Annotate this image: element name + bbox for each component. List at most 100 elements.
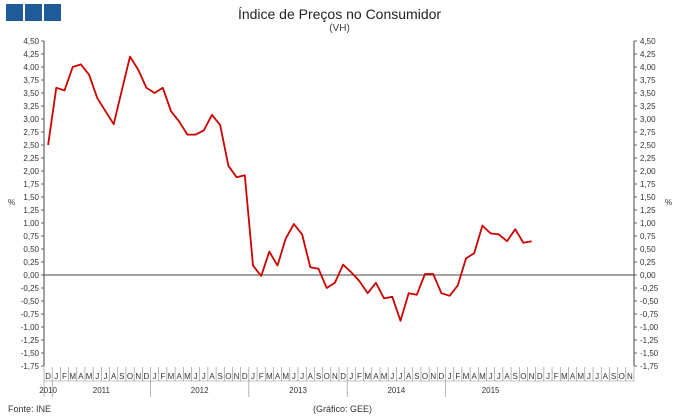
right-tick-label: 1,25 <box>640 206 656 215</box>
left-tick-label: -0,75 <box>21 310 40 319</box>
right-axis-ticks: 4,50 4,25 4,00 3,75 3,50 3,25 3,00 2,75 2,50 2,25… <box>634 37 672 371</box>
month-label: J <box>595 372 599 381</box>
month-label: J <box>103 372 107 381</box>
right-tick-label: -1,50 <box>640 349 659 358</box>
month-label: O <box>225 372 231 381</box>
series-layer <box>47 55 532 322</box>
left-tick-label: 4,25 <box>23 50 39 59</box>
month-label: S <box>316 372 321 381</box>
year-label: 2011 <box>93 386 111 395</box>
left-tick-label: 2,75 <box>23 128 39 137</box>
month-label: A <box>177 372 183 381</box>
month-label: O <box>127 372 133 381</box>
chart-title: Índice de Preços no Consumidor <box>237 6 442 22</box>
month-label: N <box>529 372 535 381</box>
month-label: N <box>234 372 240 381</box>
right-axis-unit: % <box>665 198 672 207</box>
right-tick-label: -1,75 <box>640 362 659 371</box>
month-label: A <box>406 372 412 381</box>
left-tick-label: 3,00 <box>23 115 39 124</box>
chart-subtitle: (VH) <box>329 23 350 34</box>
month-label: J <box>95 372 99 381</box>
month-label: M <box>266 372 273 381</box>
right-tick-label: 2,25 <box>640 154 656 163</box>
left-tick-label: -0,50 <box>21 297 40 306</box>
right-tick-label: 0,50 <box>640 245 656 254</box>
left-tick-label: -0,25 <box>21 284 40 293</box>
logo-block-2 <box>25 4 42 21</box>
month-label: S <box>414 372 419 381</box>
month-label: J <box>489 372 493 381</box>
month-label: D <box>242 372 248 381</box>
axes-layer <box>43 41 635 382</box>
month-label: J <box>349 372 353 381</box>
right-tick-label: 0,75 <box>640 232 656 241</box>
series-line <box>47 55 532 322</box>
month-label: M <box>168 372 175 381</box>
logo-block-1 <box>6 4 23 21</box>
left-tick-label: -1,00 <box>21 323 40 332</box>
month-label: A <box>504 372 510 381</box>
left-tick-label: 1,75 <box>23 180 39 189</box>
month-label: J <box>398 372 402 381</box>
month-label: J <box>194 372 198 381</box>
month-label: A <box>373 372 379 381</box>
month-label: J <box>292 372 296 381</box>
month-label: F <box>160 372 165 381</box>
right-tick-label: 2,75 <box>640 128 656 137</box>
logo-block-3 <box>44 4 61 21</box>
month-label: J <box>448 372 452 381</box>
left-tick-label: 3,25 <box>23 102 39 111</box>
left-axis-unit: % <box>8 198 15 207</box>
month-label: A <box>472 372 478 381</box>
month-label: N <box>135 372 141 381</box>
month-label: M <box>282 372 289 381</box>
month-label: O <box>422 372 428 381</box>
month-label: S <box>119 372 124 381</box>
right-tick-label: 4,00 <box>640 63 656 72</box>
month-label: F <box>259 372 264 381</box>
month-label: O <box>520 372 526 381</box>
left-tick-label: 3,50 <box>23 89 39 98</box>
month-label: M <box>184 372 191 381</box>
month-label: F <box>554 372 559 381</box>
right-tick-label: 0,00 <box>640 271 656 280</box>
right-tick-label: 3,50 <box>640 89 656 98</box>
year-label: 2012 <box>191 386 209 395</box>
month-label: N <box>627 372 633 381</box>
month-label: J <box>300 372 304 381</box>
month-label: D <box>439 372 445 381</box>
right-tick-label: 4,25 <box>640 50 656 59</box>
right-tick-label: 3,00 <box>640 115 656 124</box>
right-tick-label: 3,75 <box>640 76 656 85</box>
month-label: O <box>619 372 625 381</box>
month-label: D <box>537 372 543 381</box>
left-axis-ticks: 4,50 4,25 4,00 3,75 3,50 3,25 3,00 2,75 2,50 2,25… <box>8 37 44 371</box>
month-label: J <box>202 372 206 381</box>
year-label: 2015 <box>482 386 500 395</box>
month-label: M <box>577 372 584 381</box>
right-tick-label: -0,25 <box>640 284 659 293</box>
month-label: A <box>275 372 281 381</box>
left-tick-label: 0,75 <box>23 232 39 241</box>
left-tick-label: 0,00 <box>23 271 39 280</box>
year-label: 2014 <box>387 386 405 395</box>
left-tick-label: 0,50 <box>23 245 39 254</box>
left-tick-label: 2,25 <box>23 154 39 163</box>
month-label: M <box>479 372 486 381</box>
month-label: J <box>54 372 58 381</box>
left-tick-label: -1,25 <box>21 336 40 345</box>
year-label: 2013 <box>289 386 307 395</box>
month-label: J <box>497 372 501 381</box>
right-tick-label: 0,25 <box>640 258 656 267</box>
right-tick-label: -1,25 <box>640 336 659 345</box>
right-tick-label: 2,50 <box>640 141 656 150</box>
left-tick-label: 2,50 <box>23 141 39 150</box>
month-label: J <box>251 372 255 381</box>
right-tick-label: -0,75 <box>640 310 659 319</box>
month-label: F <box>62 372 67 381</box>
month-label: F <box>455 372 460 381</box>
